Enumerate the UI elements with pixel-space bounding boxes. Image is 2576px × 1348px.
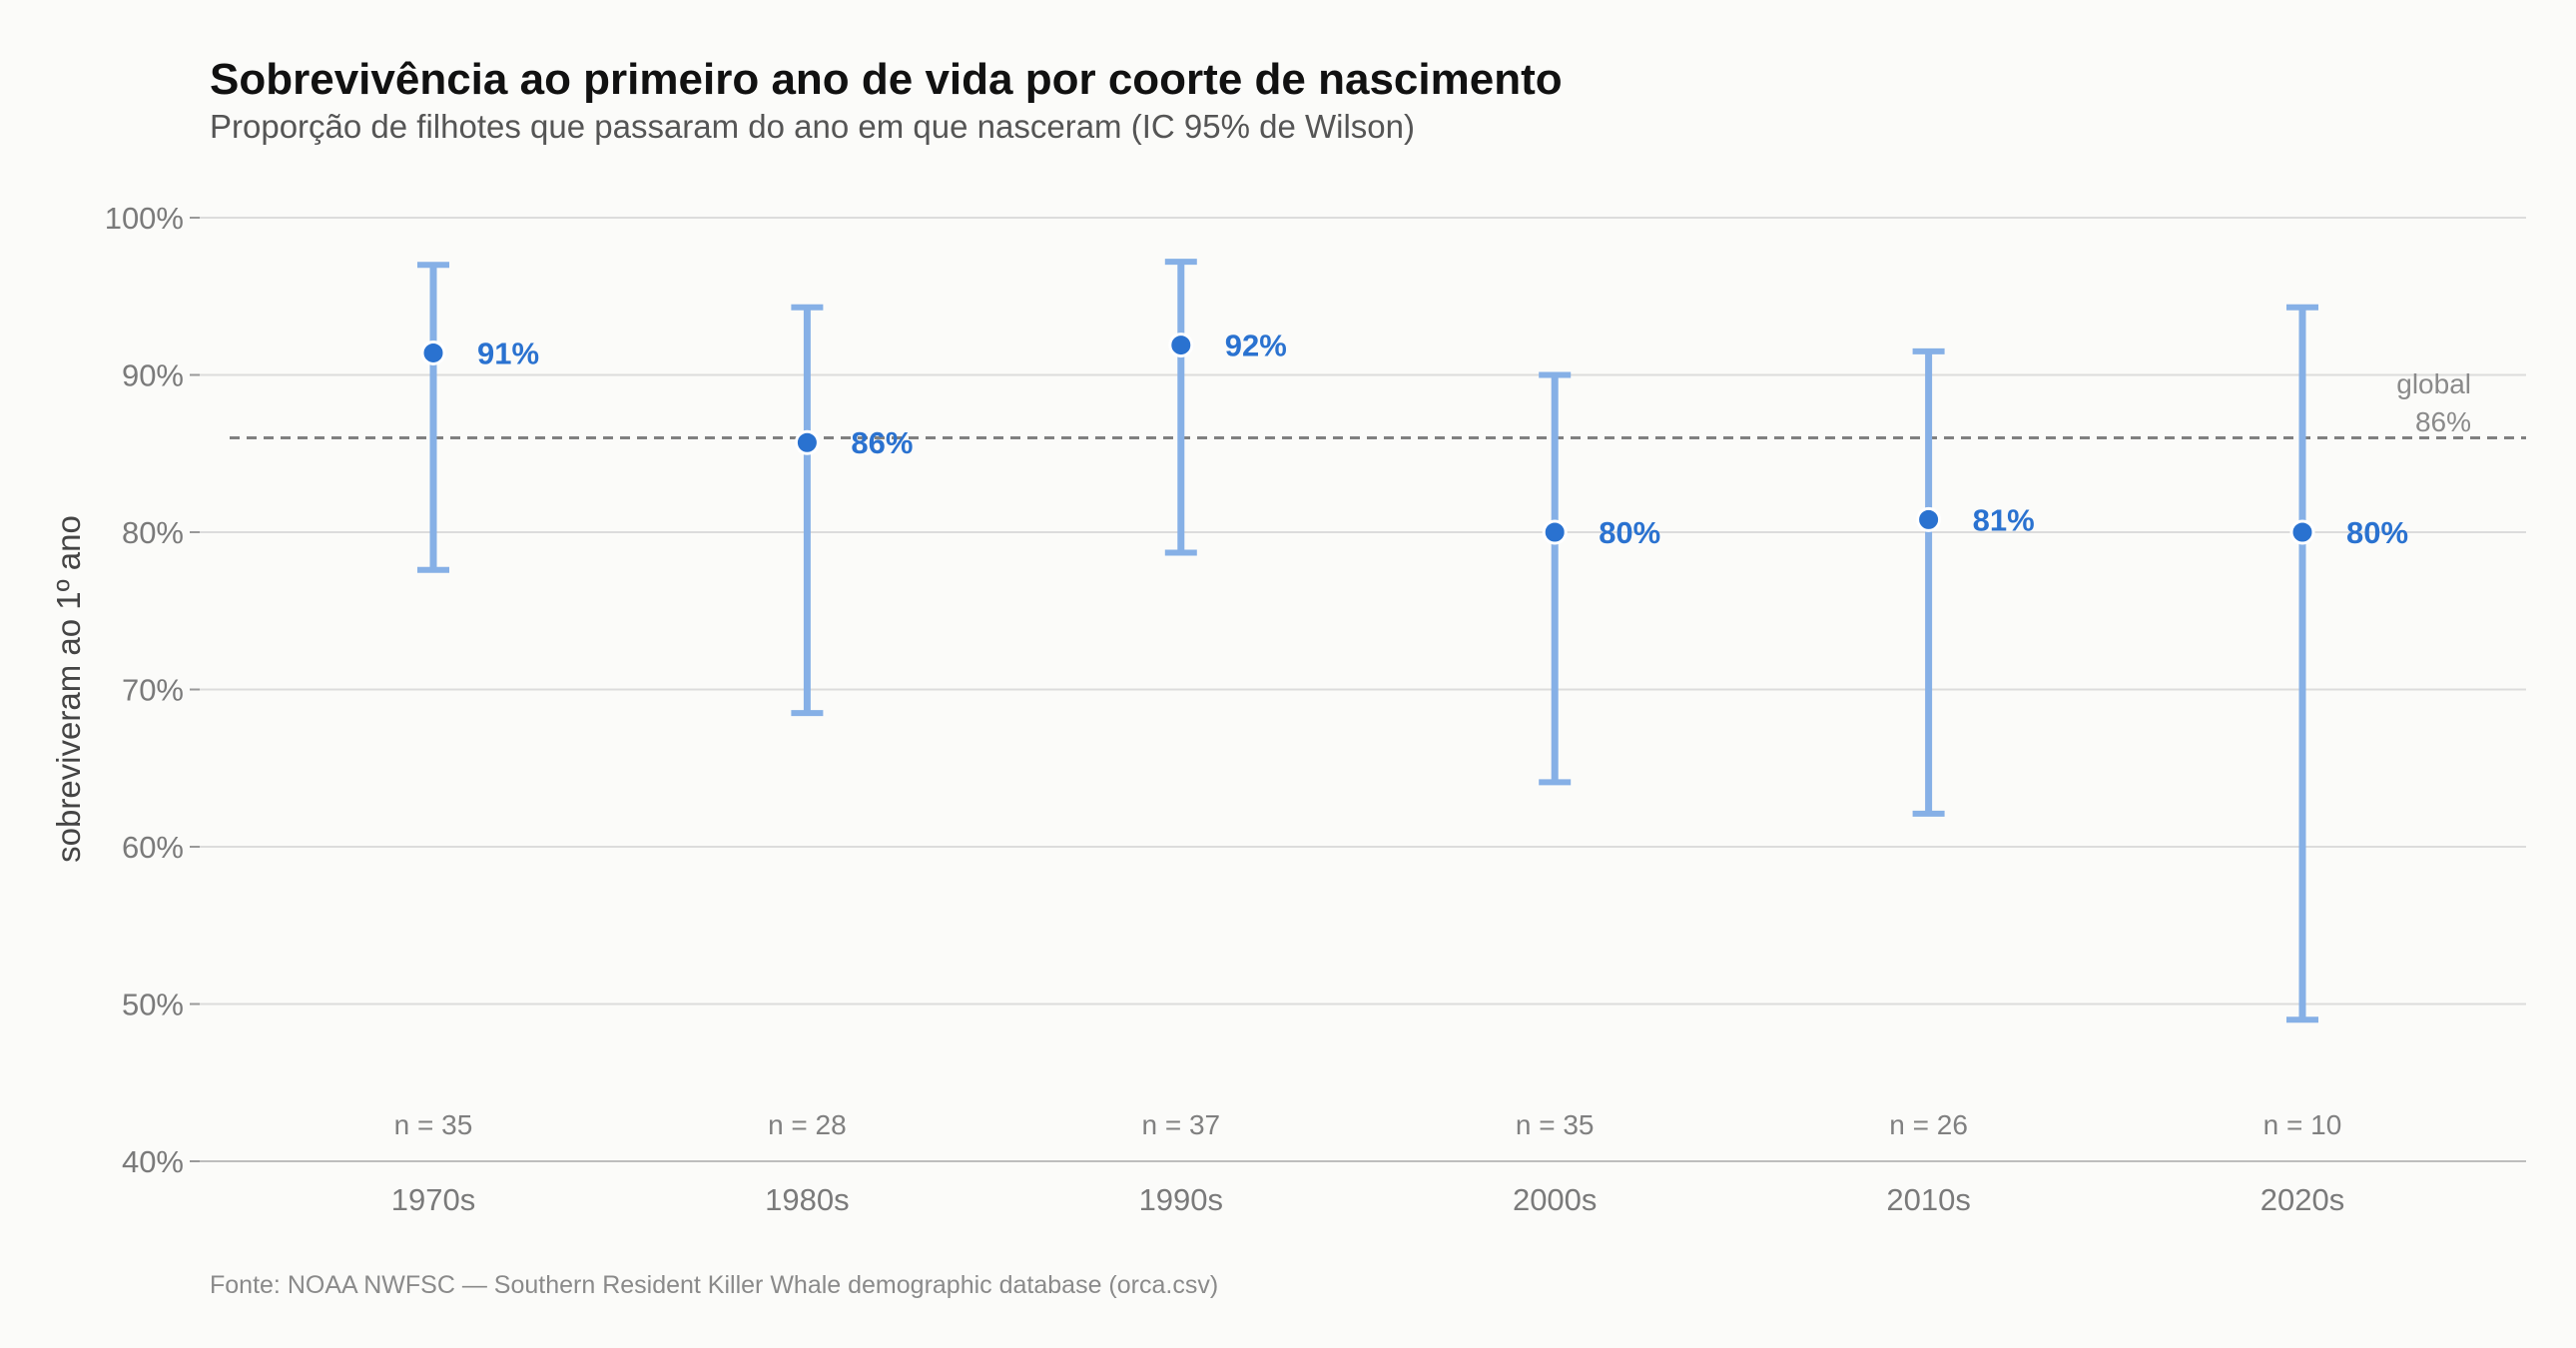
- reference-line-group: global 86%: [230, 368, 2526, 439]
- data-marks: 91% n = 35 1970s 86% n = 28 1980s 92% n = 37 199…: [391, 259, 2408, 1217]
- point-1990s: [1168, 333, 1194, 358]
- x-tick-label-1970s: 1970s: [391, 1182, 475, 1217]
- x-tick-label-1990s: 1990s: [1139, 1182, 1223, 1217]
- chart-title: Sobrevivência ao primeiro ano de vida po…: [210, 55, 1563, 104]
- cohort-1980s: 86% n = 28 1980s: [765, 304, 913, 1217]
- x-tick-label-1980s: 1980s: [765, 1182, 849, 1217]
- y-tick-label-90: 90%: [122, 358, 184, 393]
- value-label-1990s: 92%: [1225, 329, 1287, 363]
- source-note: Fonte: NOAA NWFSC — Southern Resident Ki…: [210, 1271, 1218, 1299]
- point-2000s: [1542, 519, 1568, 545]
- value-label-2000s: 80%: [1599, 515, 1660, 550]
- n-label-1970s: n = 35: [394, 1109, 473, 1140]
- reference-label-value: 86%: [2415, 406, 2471, 437]
- n-label-2020s: n = 10: [2263, 1109, 2342, 1140]
- chart-subtitle: Proporção de filhotes que passaram do an…: [210, 108, 1415, 145]
- cohort-2010s: 81% n = 26 2010s: [1886, 347, 2035, 1217]
- y-tick-label-80: 80%: [122, 515, 184, 550]
- y-tick-label-50: 50%: [122, 988, 184, 1022]
- value-label-2010s: 81%: [1973, 502, 2035, 537]
- value-label-2020s: 80%: [2346, 515, 2408, 550]
- x-tick-label-2000s: 2000s: [1513, 1182, 1597, 1217]
- y-tick-label-40: 40%: [122, 1144, 184, 1179]
- x-tick-label-2020s: 2020s: [2260, 1182, 2344, 1217]
- point-2010s: [1916, 506, 1942, 532]
- n-label-2000s: n = 35: [1516, 1109, 1595, 1140]
- y-tick-label-100: 100%: [105, 201, 184, 236]
- value-label-1980s: 86%: [851, 425, 913, 460]
- point-2020s: [2289, 519, 2315, 545]
- reference-label-global: global: [2396, 368, 2471, 399]
- cohort-1970s: 91% n = 35 1970s: [391, 262, 539, 1217]
- point-1980s: [794, 429, 820, 455]
- cohort-2020s: 80% n = 10 2020s: [2260, 304, 2408, 1217]
- cohort-2000s: 80% n = 35 2000s: [1513, 371, 1660, 1217]
- y-tick-label-70: 70%: [122, 673, 184, 708]
- x-tick-label-2010s: 2010s: [1886, 1182, 1970, 1217]
- y-tick-label-60: 60%: [122, 830, 184, 865]
- n-label-2010s: n = 26: [1889, 1109, 1968, 1140]
- grid-lines: 40% 50% 60% 70% 80% 90% 100%: [105, 201, 2526, 1179]
- cohort-1990s: 92% n = 37 1990s: [1139, 259, 1287, 1217]
- point-1970s: [420, 339, 446, 365]
- n-label-1990s: n = 37: [1141, 1109, 1220, 1140]
- n-label-1980s: n = 28: [768, 1109, 847, 1140]
- y-axis-label: sobreviveram ao 1º ano: [50, 515, 87, 863]
- value-label-1970s: 91%: [477, 336, 539, 370]
